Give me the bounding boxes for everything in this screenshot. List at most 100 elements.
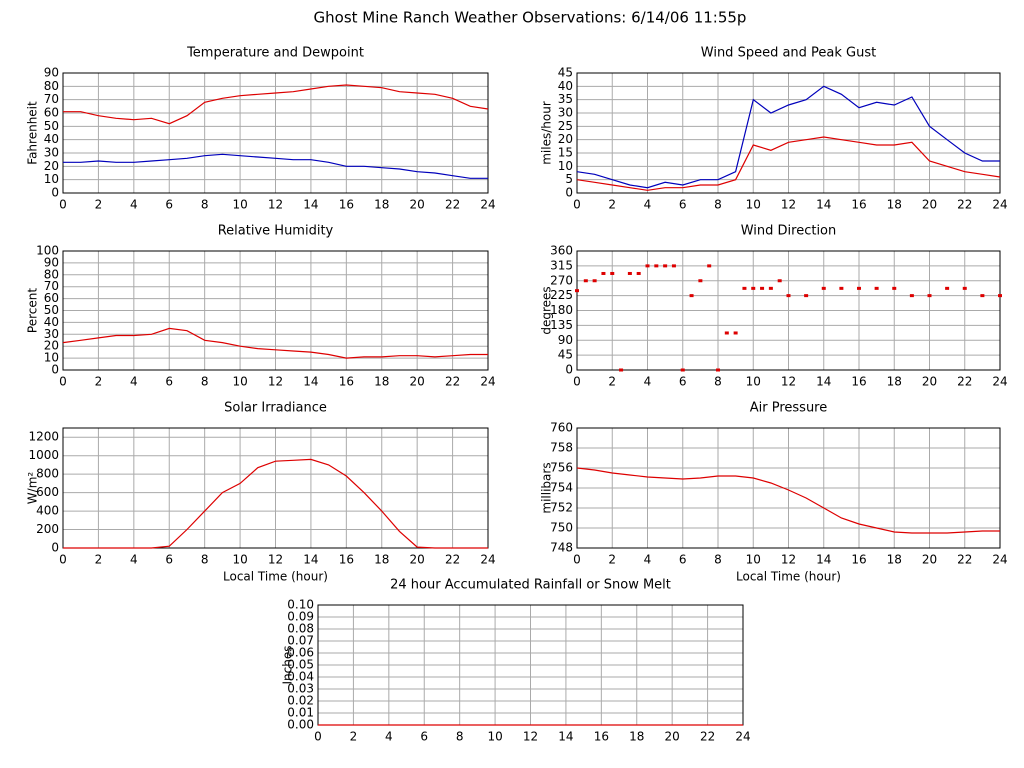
x-tick-label: 16 xyxy=(851,375,866,389)
x-tick-label: 6 xyxy=(165,375,173,389)
point xyxy=(751,286,756,290)
point xyxy=(786,294,791,298)
y-tick-label: 30 xyxy=(558,106,573,120)
x-tick-label: 22 xyxy=(445,198,460,212)
point xyxy=(962,286,967,290)
x-tick-label: 22 xyxy=(957,375,972,389)
y-tick-label: 0.03 xyxy=(287,682,314,696)
x-tick-label: 6 xyxy=(679,553,687,567)
x-tick-label: 20 xyxy=(410,375,425,389)
x-tick-label: 18 xyxy=(374,375,389,389)
x-tick-label: 24 xyxy=(992,375,1007,389)
point xyxy=(636,271,641,275)
point xyxy=(698,279,703,283)
x-tick-label: 16 xyxy=(339,198,354,212)
x-tick-label: 10 xyxy=(746,553,761,567)
point xyxy=(804,294,809,298)
y-tick-label: 80 xyxy=(44,79,59,93)
x-tick-label: 10 xyxy=(487,730,502,744)
x-tick-label: 4 xyxy=(385,730,393,744)
x-tick-label: 8 xyxy=(201,553,209,567)
x-tick-label: 14 xyxy=(303,375,318,389)
y-tick-label: 90 xyxy=(44,66,59,80)
point xyxy=(777,279,782,283)
x-tick-label: 2 xyxy=(95,553,103,567)
y-tick-label: 0.07 xyxy=(287,634,314,648)
x-tick-label: 8 xyxy=(201,198,209,212)
point xyxy=(707,264,712,268)
y-tick-label: 10 xyxy=(44,172,59,186)
y-tick-label: 752 xyxy=(550,501,573,515)
x-tick-label: 12 xyxy=(781,375,796,389)
chart-title: 24 hour Accumulated Rainfall or Snow Mel… xyxy=(390,578,671,593)
x-tick-label: 16 xyxy=(339,375,354,389)
y-axis-label: miles/hour xyxy=(540,101,554,165)
y-tick-label: 0 xyxy=(565,363,573,377)
x-tick-label: 6 xyxy=(420,730,428,744)
y-tick-label: 754 xyxy=(550,481,573,495)
y-tick-label: 90 xyxy=(558,333,573,347)
point xyxy=(716,368,720,372)
y-tick-label: 80 xyxy=(44,267,59,281)
y-tick-label: 0.04 xyxy=(287,670,314,684)
point xyxy=(909,294,914,298)
x-tick-label: 8 xyxy=(714,198,722,212)
x-tick-label: 14 xyxy=(558,730,573,744)
x-tick-label: 20 xyxy=(922,375,937,389)
plot-frame xyxy=(62,427,489,549)
x-tick-label: 10 xyxy=(232,553,247,567)
x-tick-label: 6 xyxy=(165,553,173,567)
x-tick-label: 22 xyxy=(445,375,460,389)
y-tick-label: 135 xyxy=(550,318,573,332)
x-tick-label: 24 xyxy=(735,730,750,744)
y-tick-label: 200 xyxy=(36,522,59,536)
y-tick-label: 40 xyxy=(558,79,573,93)
x-tick-label: 2 xyxy=(350,730,358,744)
x-tick-label: 4 xyxy=(644,198,652,212)
chart-title: Wind Direction xyxy=(741,224,837,239)
x-tick-label: 18 xyxy=(374,198,389,212)
plot-frame xyxy=(62,72,489,194)
y-tick-label: 0 xyxy=(565,186,573,200)
y-tick-label: 0.02 xyxy=(287,694,314,708)
x-axis-label: Local Time (hour) xyxy=(223,570,328,584)
page-title: Ghost Mine Ranch Weather Observations: 6… xyxy=(314,9,747,27)
point xyxy=(998,294,1002,298)
x-tick-label: 16 xyxy=(594,730,609,744)
y-tick-label: 315 xyxy=(550,258,573,272)
x-tick-label: 0 xyxy=(573,375,581,389)
x-tick-label: 2 xyxy=(95,198,103,212)
point xyxy=(874,286,879,290)
x-tick-label: 16 xyxy=(851,553,866,567)
x-tick-label: 2 xyxy=(95,375,103,389)
point xyxy=(733,331,738,335)
y-tick-label: 10 xyxy=(558,159,573,173)
y-tick-label: 45 xyxy=(558,348,573,362)
point xyxy=(857,286,861,290)
x-tick-label: 18 xyxy=(887,553,902,567)
y-tick-label: 750 xyxy=(550,521,573,535)
y-axis-label: W/m² xyxy=(26,472,40,505)
point xyxy=(610,271,615,275)
y-tick-label: 30 xyxy=(44,146,59,160)
point xyxy=(945,286,950,290)
series-line xyxy=(576,85,1000,189)
y-axis-label: Fahrenheit xyxy=(26,101,40,165)
point xyxy=(689,294,694,298)
x-tick-label: 14 xyxy=(303,198,318,212)
point xyxy=(575,289,579,293)
point xyxy=(654,264,659,268)
y-tick-label: 30 xyxy=(44,327,59,341)
chart-title: Wind Speed and Peak Gust xyxy=(701,46,876,61)
y-tick-label: 20 xyxy=(44,159,59,173)
x-tick-label: 14 xyxy=(816,553,831,567)
y-tick-label: 70 xyxy=(44,279,59,293)
y-tick-label: 50 xyxy=(44,303,59,317)
x-tick-label: 12 xyxy=(268,553,283,567)
y-tick-label: 760 xyxy=(550,421,573,435)
series-line xyxy=(63,84,489,125)
x-tick-label: 2 xyxy=(608,375,616,389)
y-axis-label: degrees xyxy=(540,286,554,334)
x-tick-label: 4 xyxy=(644,375,652,389)
y-tick-label: 758 xyxy=(550,441,573,455)
